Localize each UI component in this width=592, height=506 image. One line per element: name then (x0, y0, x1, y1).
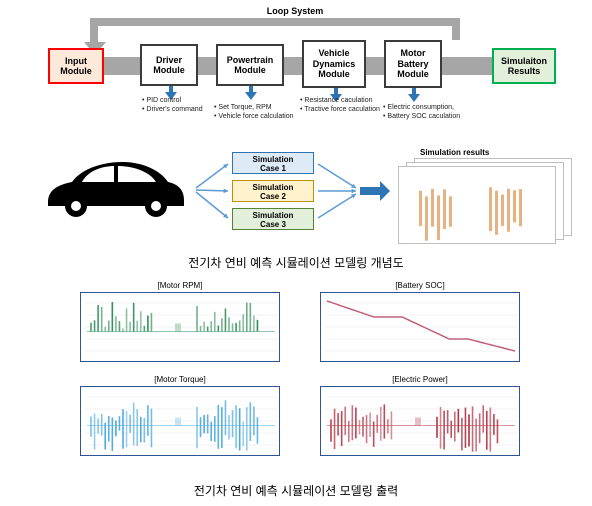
module-dynamics: VehicleDynamicsModule (302, 40, 366, 88)
chart-soc: [Battery SOC] (320, 292, 520, 362)
chart-title: [Motor Torque] (81, 375, 279, 384)
chart-rpm: [Motor RPM] (80, 292, 280, 362)
module-bullets: Resistance caculationTractive force cacu… (300, 97, 380, 115)
module-battery: MotorBatteryModule (384, 40, 442, 88)
chart-title: [Battery SOC] (321, 281, 519, 290)
chart-title: [Electric Power] (321, 375, 519, 384)
chart-power: [Electric Power] (320, 386, 520, 456)
case3: SimulationCase 3 (232, 208, 314, 230)
chart-title: [Motor RPM] (81, 281, 279, 290)
sub-arrow-head (245, 92, 257, 100)
loop-top-bar (90, 18, 460, 26)
sub-arrow-head (408, 94, 420, 102)
charts-grid: [Motor RPM] [Battery SOC] [Motor Torque] [E… (0, 278, 592, 483)
chart-torque: [Motor Torque] (80, 386, 280, 456)
module-bullets: Electric consumption,Battery SOC caculat… (383, 104, 460, 122)
module-results: SimulaitonResults (492, 48, 556, 84)
sim-result-panel (398, 166, 556, 244)
sim-results-label: Simulation results (420, 148, 489, 157)
caption-concept: 전기차 연비 예측 시뮬레이션 모델링 개념도 (0, 254, 592, 271)
module-input: InputModule (48, 48, 104, 84)
sim-results-stack (398, 158, 580, 244)
case2: SimulationCase 2 (232, 180, 314, 202)
case1: SimulationCase 1 (232, 152, 314, 174)
module-bullets: PID controlDriver's command (142, 97, 203, 115)
flow-diagram: Loop System InputModule DriverModule Power… (0, 0, 592, 140)
loop-right-bar (452, 18, 460, 40)
main-flow-arrow (60, 57, 510, 75)
concept-row: Vehicle Model SimulationCase 1Simulation… (0, 150, 592, 265)
module-powertrain: PowertrainModule (216, 44, 284, 86)
loop-label: Loop System (260, 6, 330, 16)
module-bullets: Set Torque, RPMVehicle force calculation (214, 104, 294, 122)
module-driver: DriverModule (140, 44, 198, 86)
caption-output: 전기차 연비 예측 시뮬레이션 모델링 출력 (0, 482, 592, 499)
